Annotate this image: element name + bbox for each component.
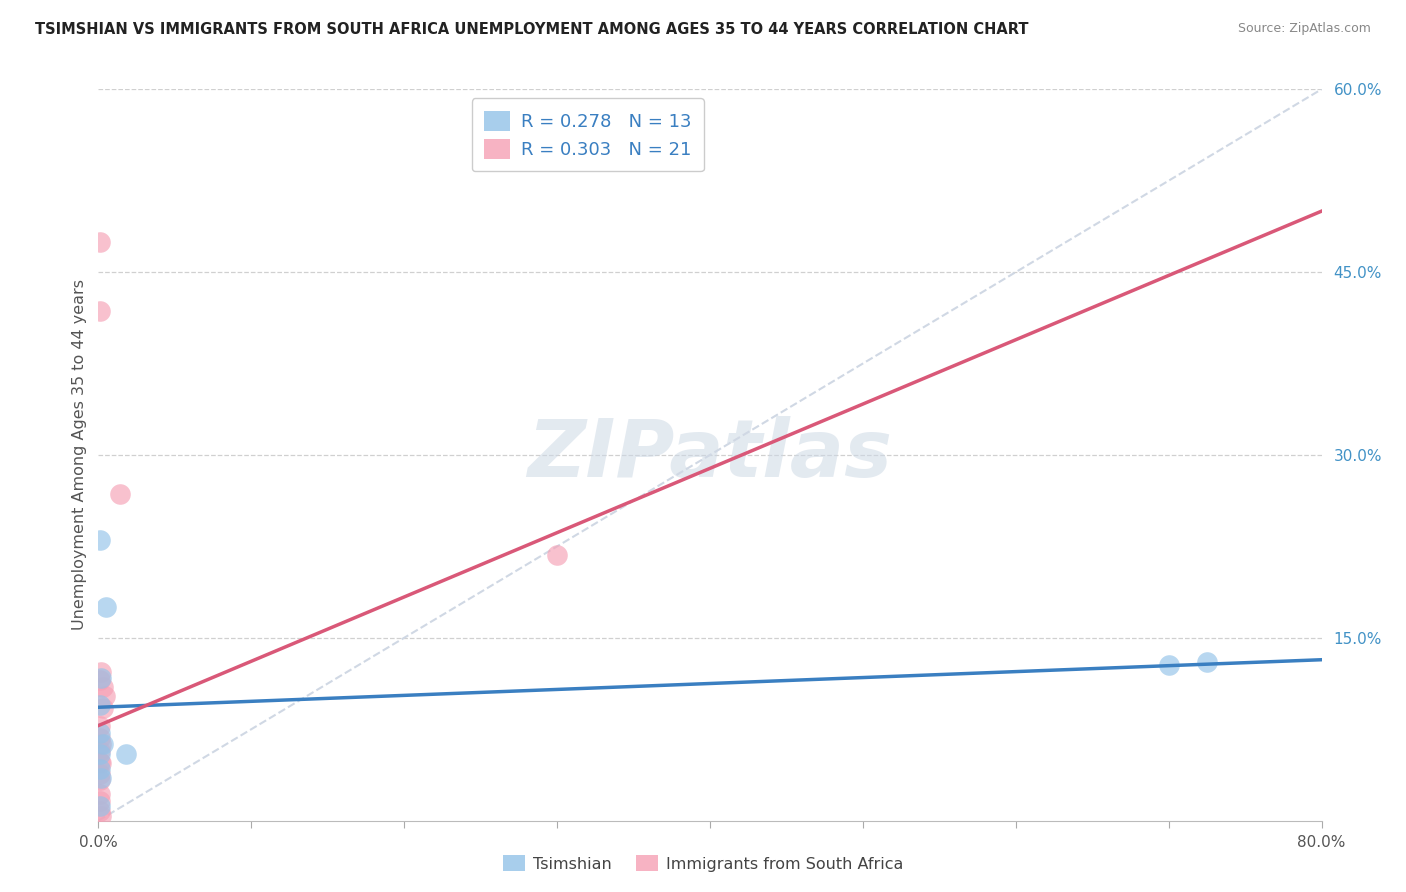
Point: [89, 673, 111, 688]
Point: [89, 747, 111, 761]
Point: [89, 794, 111, 808]
Point: [115, 747, 138, 761]
Point: [90, 809, 112, 823]
Text: Source: ZipAtlas.com: Source: ZipAtlas.com: [1237, 22, 1371, 36]
Point: [89, 767, 111, 781]
Point: [89, 773, 111, 788]
Point: [90, 771, 112, 785]
Text: TSIMSHIAN VS IMMIGRANTS FROM SOUTH AFRICA UNEMPLOYMENT AMONG AGES 35 TO 44 YEARS: TSIMSHIAN VS IMMIGRANTS FROM SOUTH AFRIC…: [35, 22, 1029, 37]
Point: [91, 680, 114, 694]
Point: [546, 548, 568, 562]
Point: [90, 737, 112, 751]
Point: [89, 533, 111, 548]
Point: [93, 690, 115, 704]
Point: [89, 804, 111, 818]
Point: [89, 718, 111, 732]
Legend: Tsimshian, Immigrants from South Africa: Tsimshian, Immigrants from South Africa: [495, 847, 911, 880]
Legend: R = 0.278   N = 13, R = 0.303   N = 21: R = 0.278 N = 13, R = 0.303 N = 21: [472, 98, 703, 171]
Point: [108, 487, 131, 501]
Point: [1195, 655, 1218, 669]
Point: [94, 600, 117, 615]
Point: [89, 698, 111, 712]
Point: [89, 744, 111, 758]
Point: [89, 304, 111, 318]
Point: [89, 763, 111, 777]
Point: [90, 671, 112, 685]
Point: [89, 755, 111, 769]
Point: [91, 737, 114, 751]
Point: [89, 731, 111, 745]
Point: [89, 726, 111, 740]
Point: [90, 665, 112, 679]
Point: [1157, 657, 1180, 672]
Text: ZIPatlas: ZIPatlas: [527, 416, 893, 494]
Point: [89, 235, 111, 249]
Y-axis label: Unemployment Among Ages 35 to 44 years: Unemployment Among Ages 35 to 44 years: [72, 279, 87, 631]
Point: [89, 799, 111, 814]
Point: [90, 756, 112, 771]
Point: [89, 787, 111, 801]
Point: [91, 701, 114, 715]
